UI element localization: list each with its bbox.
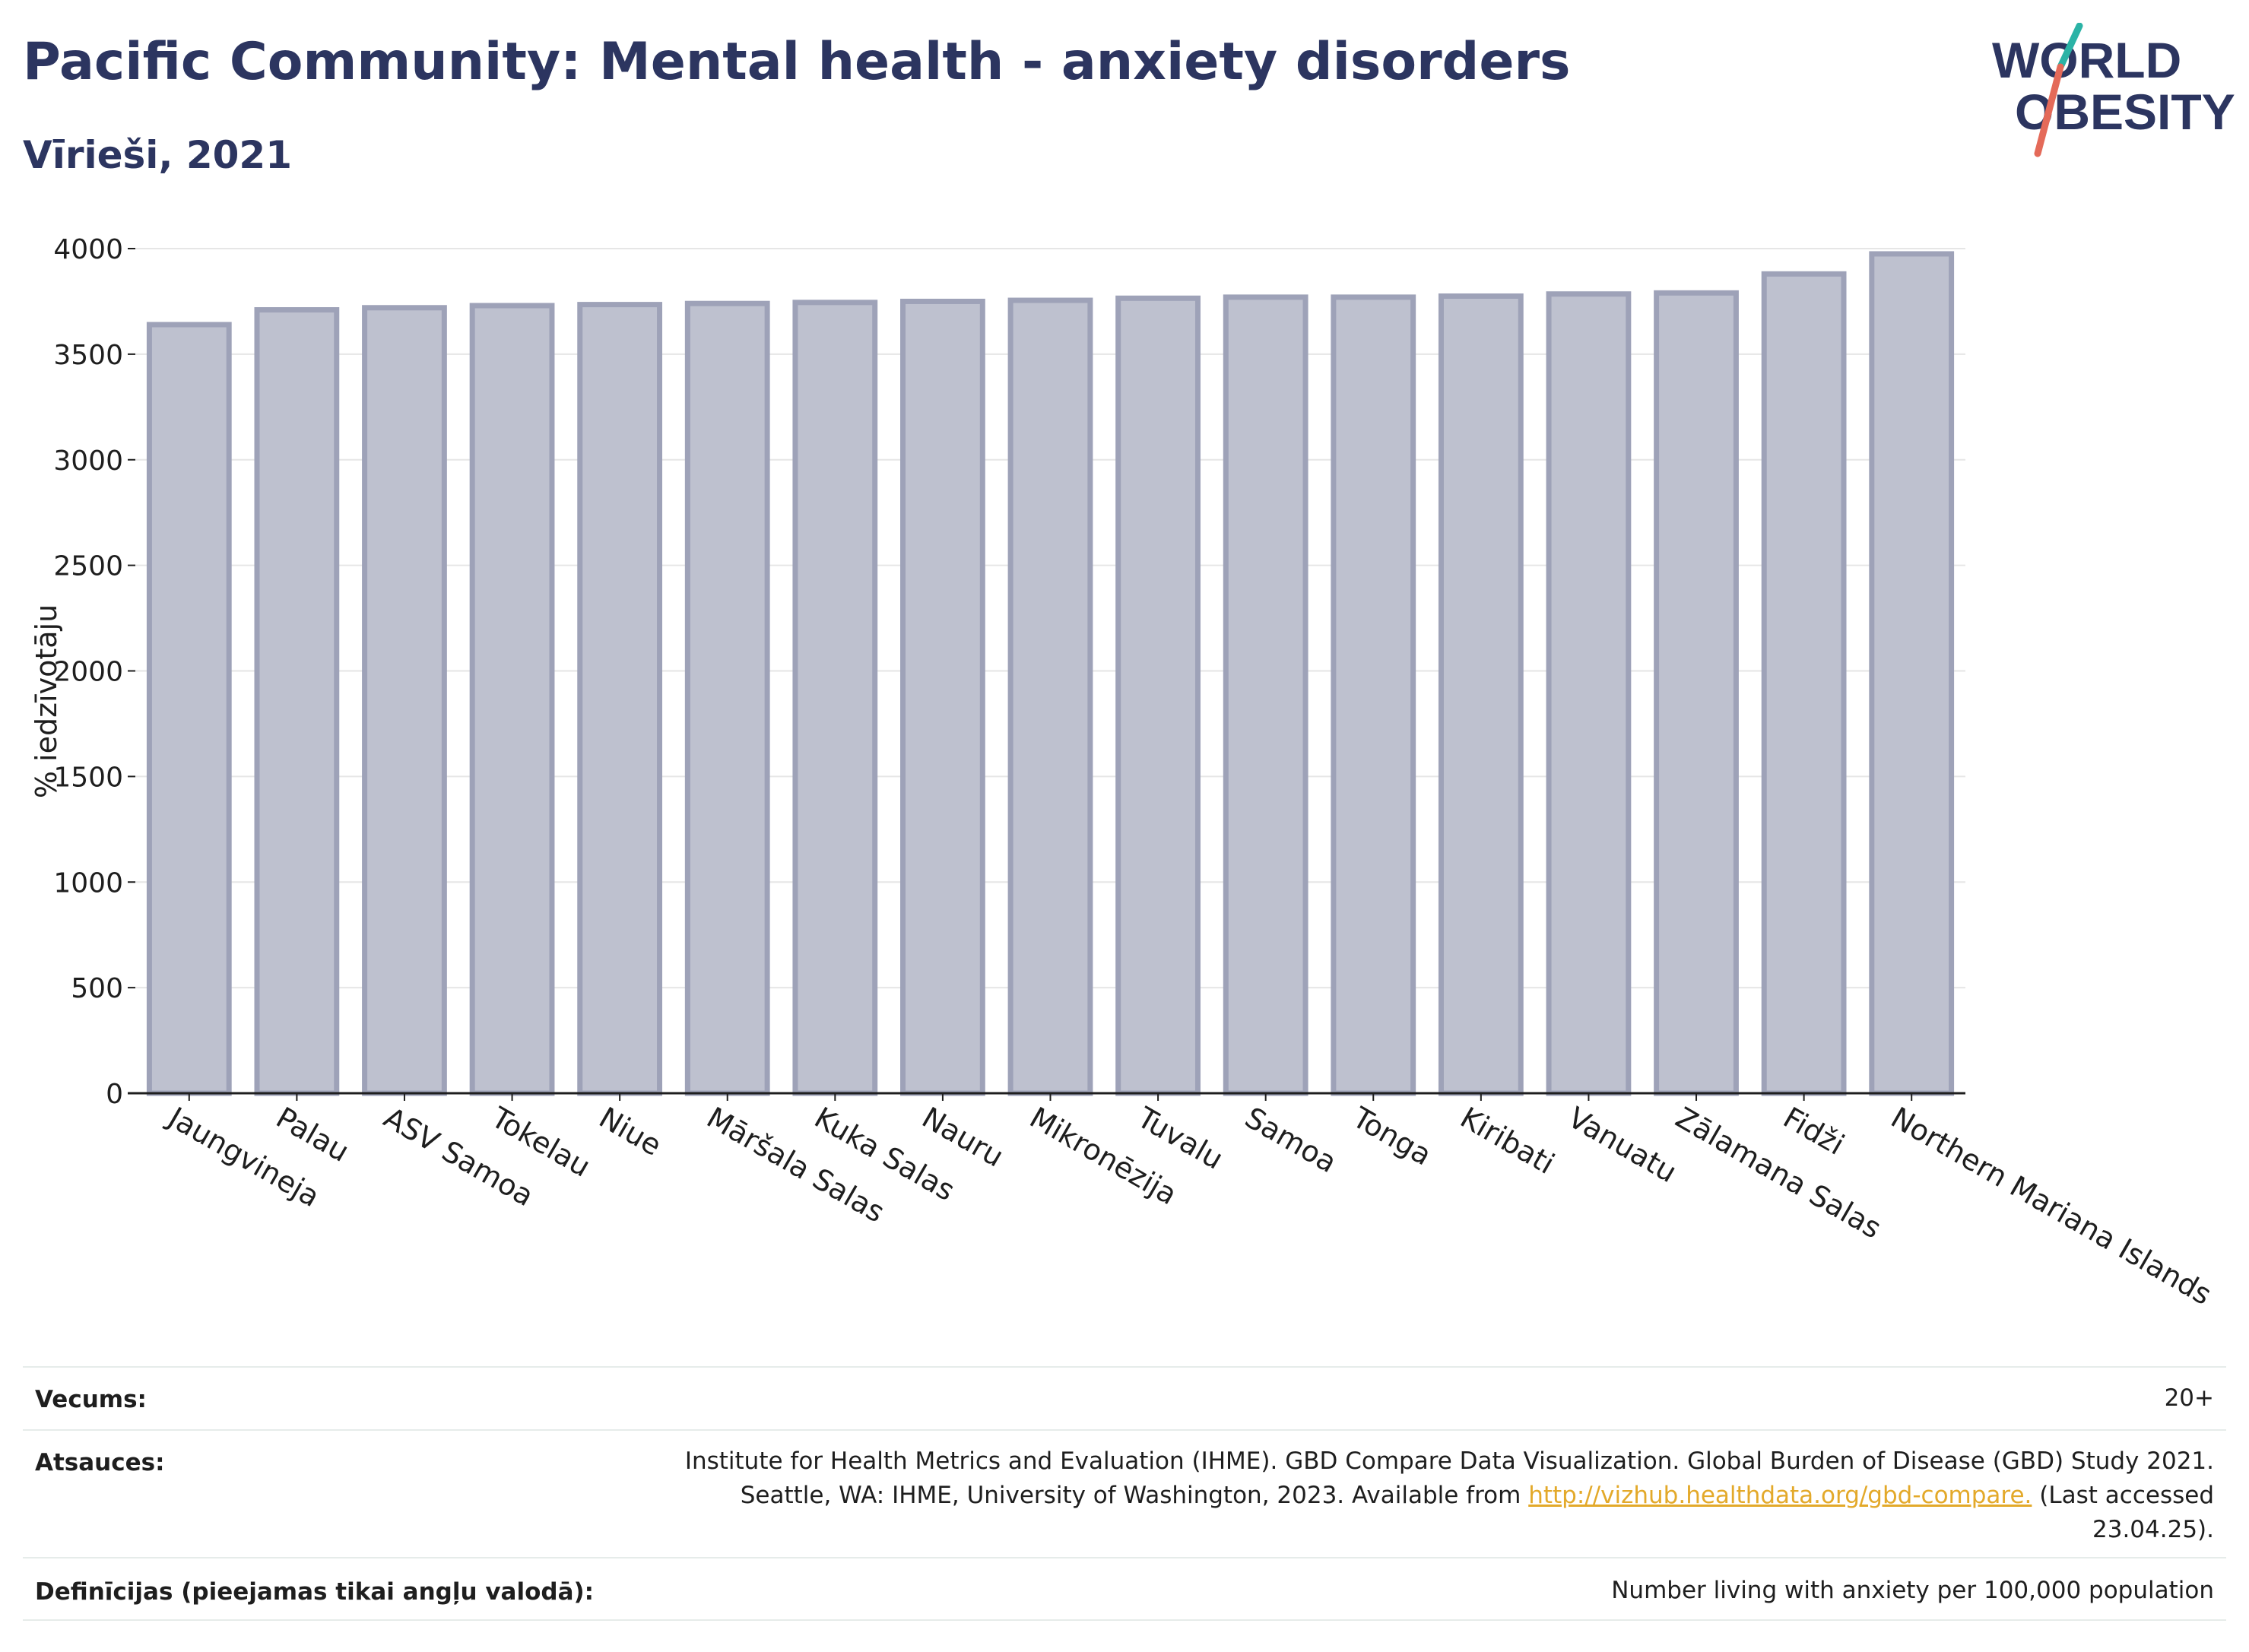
x-tick-label: Kiribati	[1454, 1101, 1560, 1181]
x-tick-label: Zālamana Salas	[1670, 1101, 1887, 1245]
bar-chart: 0 500 1000 1500 2000 2500 3000 3500 4000 Jaungvi…	[30, 234, 2218, 1311]
y-tick-label: 500	[71, 973, 123, 1004]
divider	[23, 1619, 2226, 1621]
x-tick-label: Māršala Salas	[701, 1101, 890, 1229]
bar	[1115, 295, 1201, 1096]
bar	[1654, 290, 1739, 1096]
world-obesity-logo: WORLD OBESITY	[1992, 23, 2235, 157]
bar	[1223, 294, 1308, 1096]
x-tick-label: Tonga	[1347, 1100, 1437, 1172]
x-tick-label: Northern Mariana Islands	[1886, 1101, 2218, 1311]
y-tick-label: 1000	[53, 867, 123, 899]
bar	[577, 302, 663, 1096]
bar	[1869, 251, 1955, 1096]
x-tick-label: Niue	[594, 1101, 668, 1162]
logo-slash-teal	[2057, 23, 2083, 71]
definitions-label: Definīcijas (pieejamas tikai angļu valod…	[35, 1578, 595, 1606]
bar	[1761, 271, 1847, 1096]
age-label: Vecums:	[35, 1386, 147, 1413]
sources-label: Atsauces:	[35, 1449, 165, 1476]
sources-line1: Institute for Health Metrics and Evaluat…	[684, 1447, 2214, 1475]
y-axis-label: % iedzīvotāju	[30, 604, 63, 798]
bar	[900, 298, 985, 1096]
bar	[792, 300, 878, 1096]
bar	[1546, 291, 1632, 1096]
sources-line2: Seattle, WA: IHME, University of Washing…	[541, 1479, 2214, 1513]
logo-line1: WORLD	[1992, 32, 2181, 88]
x-tick-label: Fidži	[1778, 1101, 1850, 1162]
y-tick-label: 2500	[53, 551, 123, 582]
x-tick-label: Samoa	[1239, 1101, 1342, 1180]
divider	[23, 1557, 2226, 1558]
y-tick-label: 1500	[53, 762, 123, 793]
x-tick-label: Palau	[271, 1101, 355, 1168]
bar	[1331, 294, 1416, 1096]
definitions-value: Number living with anxiety per 100,000 p…	[1611, 1577, 2214, 1604]
bar	[469, 303, 555, 1096]
y-tick-label: 3500	[53, 340, 123, 371]
source-link[interactable]: http://vizhub.healthdata.org/gbd-compare…	[1528, 1482, 2032, 1509]
page-title: Pacific Community: Mental health - anxie…	[23, 32, 1571, 92]
sources-line3: 23.04.25).	[2092, 1516, 2214, 1543]
bar	[1438, 293, 1524, 1096]
divider	[23, 1366, 2226, 1368]
y-tick-label: 3000	[53, 446, 123, 477]
divider	[23, 1429, 2226, 1431]
sources-line2-text: Seattle, WA: IHME, University of Washing…	[740, 1482, 1529, 1509]
bar	[146, 322, 232, 1096]
y-tick-label: 2000	[53, 657, 123, 688]
age-value: 20+	[2164, 1384, 2214, 1412]
bar	[684, 300, 770, 1096]
bar	[1007, 297, 1093, 1096]
logo-slash-coral	[2034, 63, 2064, 157]
y-tick-label: 0	[106, 1079, 123, 1110]
page-subtitle: Vīrieši, 2021	[23, 133, 293, 177]
sources-line2-tail: (Last accessed	[2032, 1482, 2214, 1509]
bar	[254, 307, 340, 1096]
bar	[362, 305, 447, 1096]
x-tick-label: Vanuatu	[1562, 1101, 1683, 1189]
bars	[146, 251, 1955, 1096]
y-axis-ticks: 0 500 1000 1500 2000 2500 3000 3500 4000	[53, 234, 135, 1110]
y-tick-label: 4000	[53, 234, 123, 265]
sources-value: Institute for Health Metrics and Evaluat…	[541, 1444, 2214, 1547]
